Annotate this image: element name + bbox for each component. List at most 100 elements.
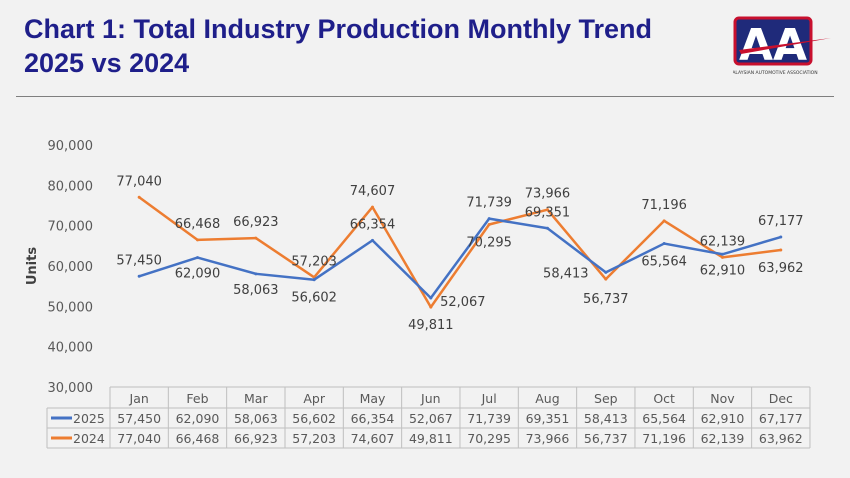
- data-label-2025: 57,450: [116, 253, 162, 268]
- data-point-2025: [254, 272, 258, 276]
- title-line-2: 2025 vs 2024: [24, 48, 190, 78]
- table-cell: 49,811: [409, 431, 453, 446]
- data-label-2024: 77,040: [116, 174, 162, 189]
- data-point-2025: [195, 256, 199, 260]
- table-cell: 62,090: [176, 411, 220, 426]
- data-point-2024: [604, 277, 608, 281]
- table-cell: 63,962: [759, 431, 803, 446]
- x-tick-label: Jul: [481, 391, 497, 406]
- data-point-2025: [662, 242, 666, 246]
- table-cell: 74,607: [351, 431, 395, 446]
- x-tick-label: Jan: [129, 391, 149, 406]
- table-cell: 52,067: [409, 411, 453, 426]
- data-point-2025: [487, 217, 491, 221]
- data-label-2024: 71,196: [641, 198, 687, 213]
- data-point-2025: [312, 278, 316, 282]
- data-point-2024: [487, 222, 491, 226]
- data-point-2025: [779, 235, 783, 239]
- title-line-1: Chart 1: Total Industry Production Month…: [24, 14, 653, 44]
- table-cell: 56,737: [584, 431, 628, 446]
- maa-logo: AA MALAYSIAN AUTOMOTIVE ASSOCIATION: [728, 16, 833, 82]
- data-label-2024: 62,139: [700, 234, 746, 249]
- data-point-2025: [370, 238, 374, 242]
- data-point-2024: [254, 236, 258, 240]
- table-cell: 62,139: [701, 431, 745, 446]
- data-label-2025: 65,564: [641, 255, 687, 270]
- x-tick-label: Aug: [535, 391, 559, 406]
- y-tick-label: 50,000: [48, 300, 94, 315]
- data-label-2025: 56,602: [291, 291, 337, 306]
- table-cell: 71,739: [467, 411, 511, 426]
- data-label-2025: 58,413: [543, 266, 589, 281]
- table-cell: 70,295: [467, 431, 511, 446]
- data-label-2024: 66,468: [175, 217, 221, 232]
- table-cell: 71,196: [642, 431, 686, 446]
- y-tick-label: 80,000: [48, 179, 94, 194]
- data-label-2024: 49,811: [408, 318, 454, 333]
- data-label-2024: 63,962: [758, 261, 804, 276]
- data-label-2025: 58,063: [233, 283, 279, 298]
- data-label-2025: 69,351: [525, 205, 571, 220]
- x-tick-label: Jun: [420, 391, 441, 406]
- table-cell: 69,351: [526, 411, 570, 426]
- data-point-2024: [370, 205, 374, 209]
- table-cell: 56,602: [292, 411, 336, 426]
- data-point-2024: [137, 195, 141, 199]
- data-label-2025: 67,177: [758, 214, 804, 229]
- data-point-2024: [720, 255, 724, 259]
- data-point-2024: [662, 219, 666, 223]
- x-tick-label: Feb: [186, 391, 208, 406]
- y-tick-label: 60,000: [48, 260, 94, 275]
- data-point-2024: [779, 248, 783, 252]
- data-label-2024: 56,737: [583, 292, 629, 307]
- table-cell: 58,063: [234, 411, 278, 426]
- data-label-2024: 70,295: [466, 235, 512, 250]
- legend-label: 2024: [73, 431, 105, 446]
- table-cell: 65,564: [642, 411, 686, 426]
- x-tick-label: Mar: [244, 391, 268, 406]
- data-label-2024: 57,203: [291, 254, 337, 269]
- data-point-2024: [195, 238, 199, 242]
- title-divider: [16, 96, 834, 97]
- data-point-2024: [545, 208, 549, 212]
- table-cell: 57,203: [292, 431, 336, 446]
- table-cell: 58,413: [584, 411, 628, 426]
- x-tick-label: May: [360, 391, 386, 406]
- table-cell: 66,923: [234, 431, 278, 446]
- data-point-2025: [545, 226, 549, 230]
- x-tick-label: Oct: [653, 391, 675, 406]
- data-point-2025: [720, 252, 724, 256]
- table-cell: 77,040: [117, 431, 161, 446]
- data-label-2025: 62,090: [175, 267, 221, 282]
- data-label-2024: 66,923: [233, 215, 279, 230]
- table-cell: 73,966: [526, 431, 570, 446]
- data-point-2025: [604, 270, 608, 274]
- y-tick-label: 40,000: [48, 341, 94, 356]
- table-cell: 62,910: [701, 411, 745, 426]
- x-tick-label: Sep: [594, 391, 618, 406]
- y-tick-label: 90,000: [48, 139, 94, 154]
- table-cell: 67,177: [759, 411, 803, 426]
- x-tick-label: Dec: [769, 391, 793, 406]
- legend-label: 2025: [73, 411, 105, 426]
- series-line-2025: [138, 217, 782, 300]
- y-tick-label: 70,000: [48, 220, 94, 235]
- data-label-2025: 71,739: [466, 196, 512, 211]
- data-label-2024: 74,607: [350, 184, 396, 199]
- data-point-2024: [429, 305, 433, 309]
- data-label-2025: 52,067: [440, 295, 486, 310]
- data-label-2025: 66,354: [350, 217, 396, 232]
- data-label-2025: 62,910: [700, 263, 746, 278]
- series-line-2024: [138, 196, 781, 309]
- x-tick-label: Nov: [710, 391, 735, 406]
- table-cell: 66,354: [351, 411, 395, 426]
- table-cell: 57,450: [117, 411, 161, 426]
- page-title: Chart 1: Total Industry Production Month…: [24, 12, 652, 80]
- y-axis-label: Units: [25, 247, 40, 285]
- table-cell: 66,468: [176, 431, 220, 446]
- svg-text:MALAYSIAN AUTOMOTIVE ASSOCIATI: MALAYSIAN AUTOMOTIVE ASSOCIATION: [733, 70, 818, 76]
- x-tick-label: Apr: [303, 391, 325, 406]
- svg-text:AA: AA: [739, 20, 807, 71]
- data-label-2024: 73,966: [525, 187, 571, 202]
